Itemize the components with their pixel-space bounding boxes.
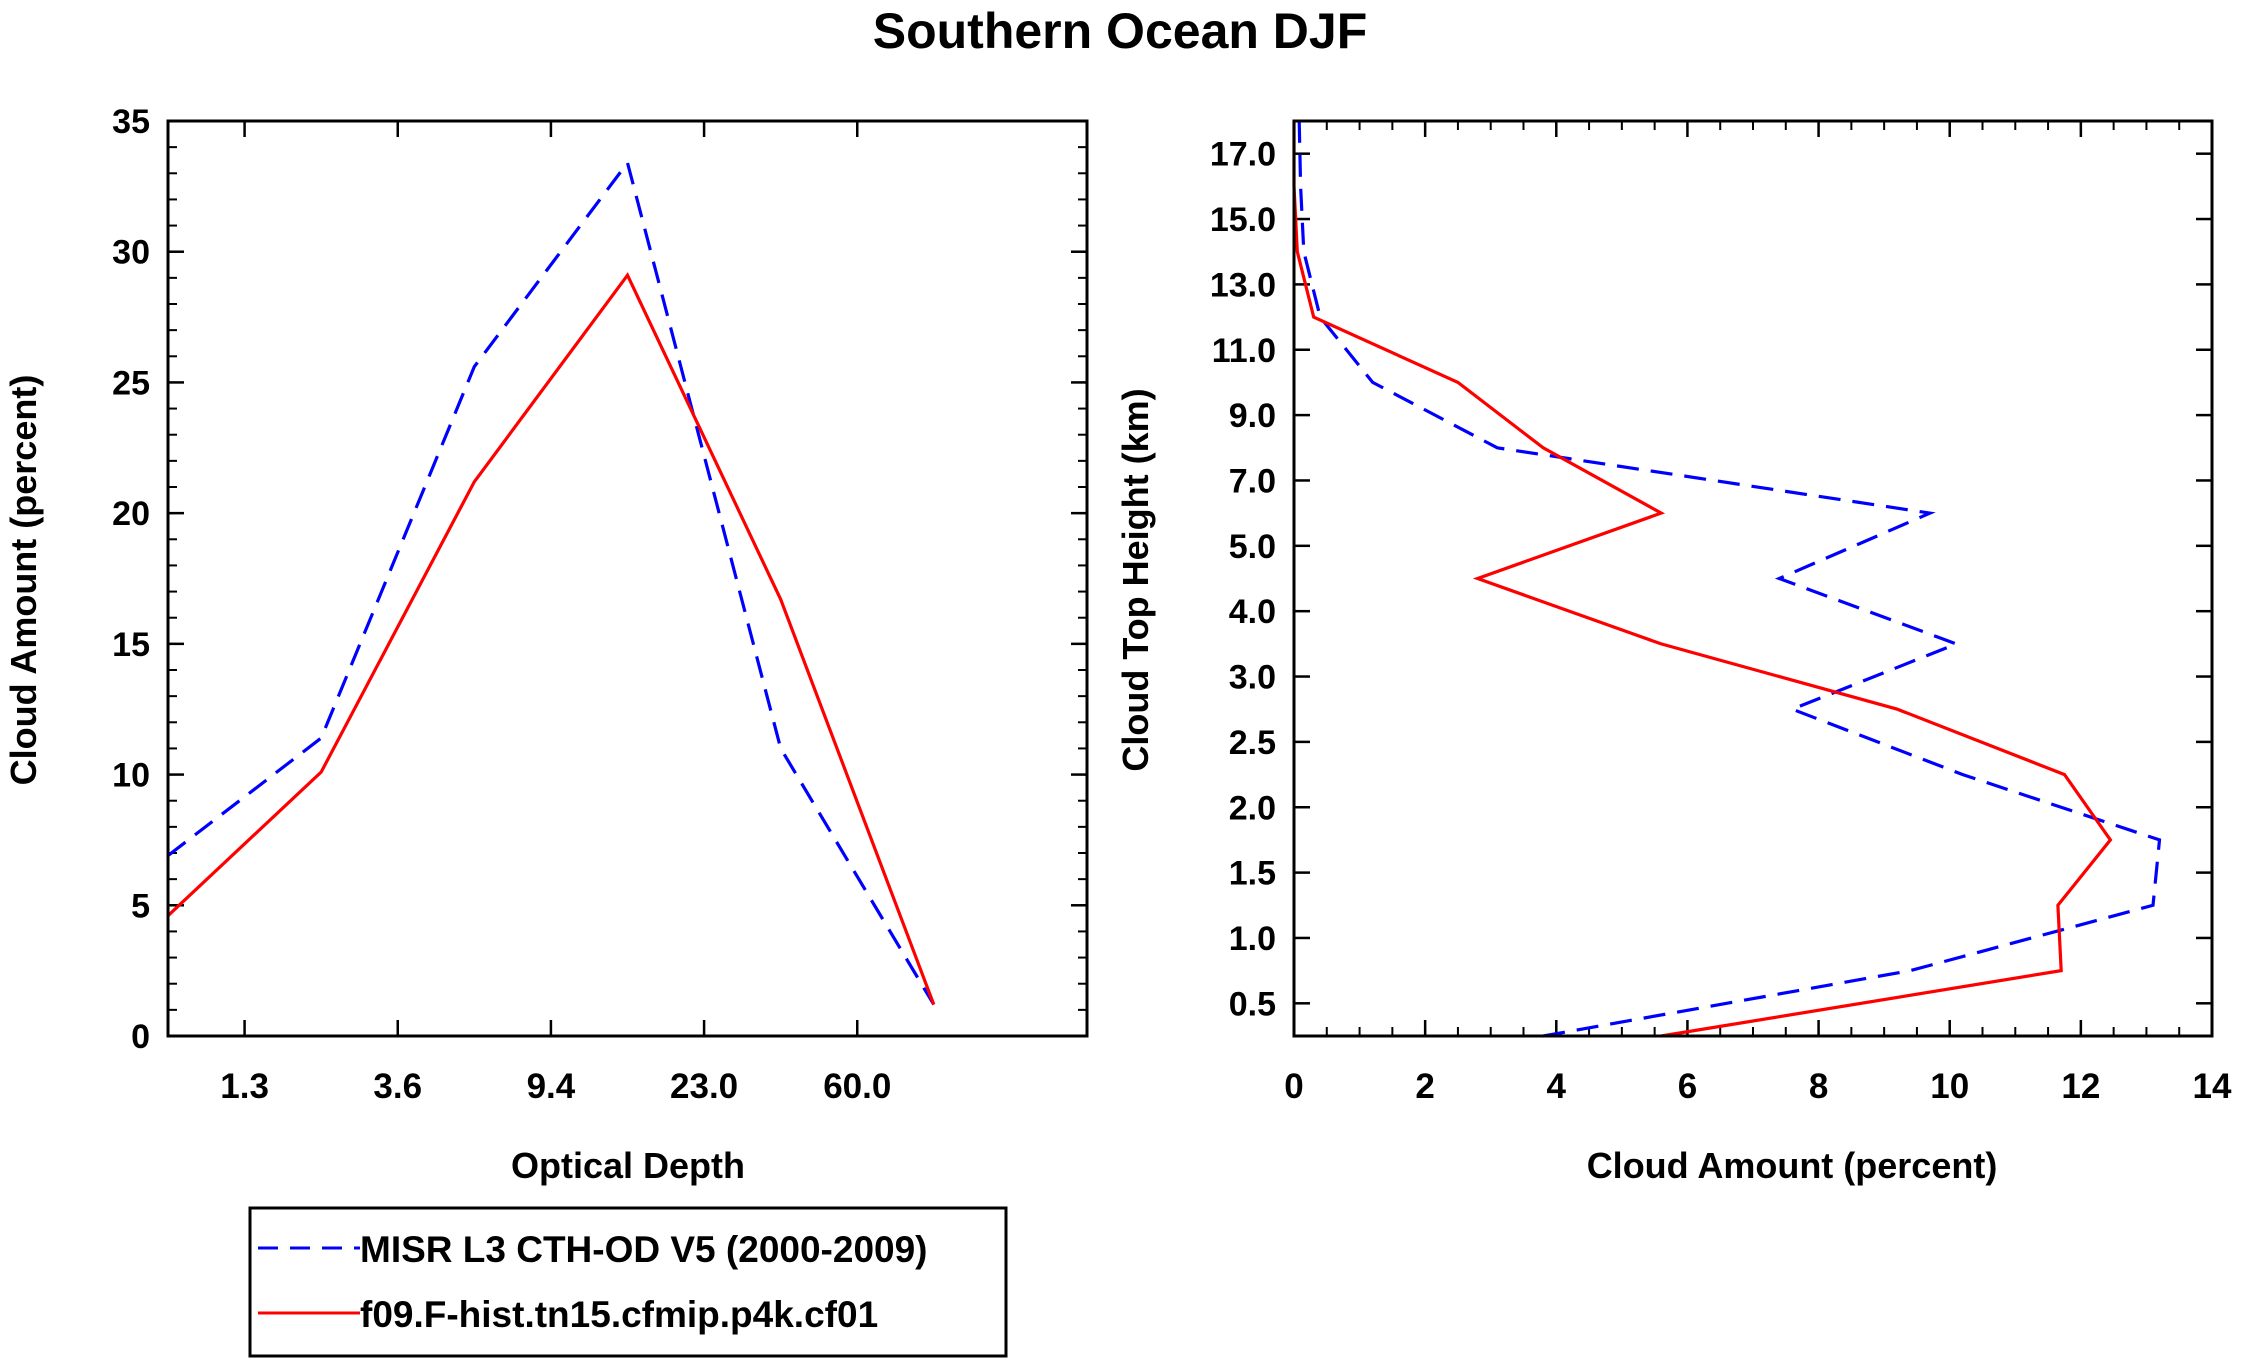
y-tick-label: 0 xyxy=(131,1018,150,1056)
plot-frame xyxy=(166,119,1089,1038)
legend-label-misr: MISR L3 CTH-OD V5 (2000-2009) xyxy=(360,1229,928,1270)
legend-box xyxy=(248,1206,1008,1358)
y-tick-label: 20 xyxy=(112,495,150,533)
x-tick-label: 0 xyxy=(1284,1067,1303,1106)
y-tick-label: 4.0 xyxy=(1229,593,1276,631)
y-tick-label: 15 xyxy=(112,626,150,664)
y-tick-label: 10 xyxy=(112,757,150,795)
series-line-misr xyxy=(167,159,936,1006)
x-tick-label: 14 xyxy=(2193,1067,2232,1106)
y-tick-label: 35 xyxy=(112,103,150,141)
right-x-axis-title: Cloud Amount (percent) xyxy=(1587,1145,1998,1186)
y-tick-label: 13.0 xyxy=(1210,266,1276,304)
y-tick-label: 3.0 xyxy=(1229,659,1276,697)
y-tick-label: 1.5 xyxy=(1229,855,1276,893)
left-y-axis-title: Cloud Amount (percent) xyxy=(3,375,44,786)
series-line-model xyxy=(1292,121,2113,1038)
x-tick-label: 10 xyxy=(1930,1067,1969,1106)
y-tick-label: 25 xyxy=(112,364,150,402)
y-tick-label: 2.0 xyxy=(1229,789,1276,827)
left-x-axis-title: Optical Depth xyxy=(511,1145,745,1186)
x-tick-label: 1.3 xyxy=(220,1067,269,1106)
series-line-model xyxy=(166,272,936,1006)
y-tick-label: 15.0 xyxy=(1210,201,1276,239)
y-tick-label: 9.0 xyxy=(1229,397,1276,435)
x-tick-label: 6 xyxy=(1678,1067,1697,1106)
y-tick-label: 2.5 xyxy=(1229,724,1276,762)
plot-frame xyxy=(1292,119,2214,1038)
x-tick-label: 12 xyxy=(2061,1067,2100,1106)
legend-label-model: f09.F-hist.tn15.cfmip.p4k.cf01 xyxy=(360,1294,878,1335)
legend: MISR L3 CTH-OD V5 (2000-2009) f09.F-hist… xyxy=(248,1206,1008,1358)
x-tick-label: 3.6 xyxy=(373,1067,422,1106)
y-tick-label: 17.0 xyxy=(1210,136,1276,174)
x-tick-label: 9.4 xyxy=(527,1067,576,1106)
y-tick-label: 1.0 xyxy=(1229,920,1276,958)
chart-title: Southern Ocean DJF xyxy=(873,3,1368,59)
right-chart: Cloud Amount (percent) Cloud Top Height … xyxy=(1115,119,2232,1186)
y-tick-label: 5 xyxy=(131,887,150,925)
y-tick-label: 7.0 xyxy=(1229,462,1276,500)
y-tick-label: 5.0 xyxy=(1229,528,1276,566)
left-chart: Optical Depth Cloud Amount (percent) 1.3… xyxy=(3,103,1089,1186)
y-tick-label: 11.0 xyxy=(1212,332,1276,370)
x-tick-label: 23.0 xyxy=(670,1067,738,1106)
right-y-axis-title: Cloud Top Height (km) xyxy=(1115,388,1156,771)
x-tick-label: 60.0 xyxy=(823,1067,891,1106)
y-tick-label: 30 xyxy=(112,234,150,272)
x-tick-label: 8 xyxy=(1809,1067,1828,1106)
x-tick-label: 4 xyxy=(1547,1067,1567,1106)
y-tick-label: 0.5 xyxy=(1229,985,1276,1023)
series-line-misr xyxy=(1297,120,2162,1038)
x-tick-label: 2 xyxy=(1415,1067,1434,1106)
